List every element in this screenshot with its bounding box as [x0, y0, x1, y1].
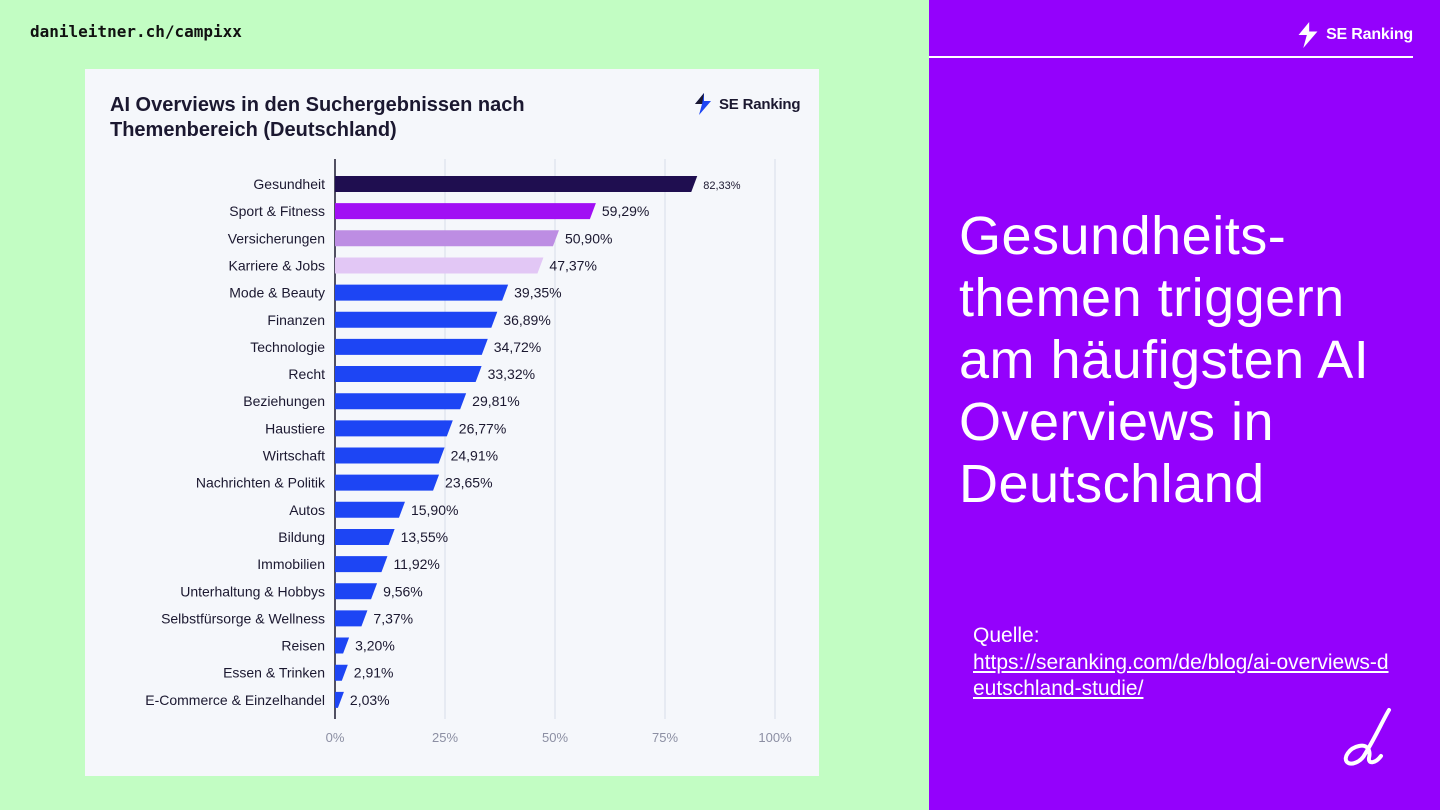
- bar: [335, 203, 596, 220]
- value-label: 9,56%: [383, 583, 423, 599]
- value-label: 3,20%: [355, 638, 395, 654]
- category-label: Reisen: [281, 638, 325, 654]
- source-label: Quelle:: [973, 624, 1040, 647]
- bar: [335, 284, 509, 301]
- site-url: danileitner.ch/campixx: [30, 22, 242, 41]
- category-label: Beziehungen: [243, 393, 325, 409]
- chart-title: AI Overviews in den Suchergebnissen nach…: [110, 94, 525, 141]
- bar: [335, 583, 378, 600]
- bar: [335, 311, 498, 328]
- panel-logo-text: SE Ranking: [1326, 26, 1413, 43]
- category-label: Bildung: [278, 529, 325, 545]
- category-label: Haustiere: [265, 420, 325, 436]
- bar: [335, 420, 453, 437]
- se-ranking-logo-icon: [695, 93, 711, 115]
- value-label: 82,33%: [703, 180, 741, 192]
- panel-logo: SE Ranking: [1296, 22, 1413, 48]
- x-tick-label: 100%: [758, 730, 792, 745]
- bar: [335, 637, 350, 654]
- bar-chart: 0% 25% 50% 75% 100% Gesundheit 82,33% Sport & F…: [145, 159, 792, 745]
- value-label: 15,90%: [411, 502, 458, 518]
- category-label: Karriere & Jobs: [229, 257, 325, 273]
- value-label: 39,35%: [514, 285, 561, 301]
- category-label: Finanzen: [267, 312, 325, 328]
- category-label: Selbstfürsorge & Wellness: [161, 610, 325, 626]
- category-label: Mode & Beauty: [229, 285, 325, 301]
- chart-card: AI Overviews in den Suchergebnissen nach…: [85, 69, 819, 776]
- value-label: 33,32%: [488, 366, 535, 382]
- category-label: Technologie: [250, 339, 325, 355]
- bar: [335, 366, 482, 383]
- bar: [335, 664, 348, 681]
- category-label: Wirtschaft: [263, 448, 325, 464]
- category-label: Nachrichten & Politik: [196, 475, 326, 491]
- value-label: 34,72%: [494, 339, 541, 355]
- source-link[interactable]: https://seranking.com/de/blog/ai-overvie…: [973, 651, 1389, 700]
- value-label: 11,92%: [393, 556, 439, 572]
- bar: [335, 474, 440, 491]
- se-ranking-logo-icon: [1298, 22, 1318, 48]
- bar: [335, 610, 368, 627]
- card-logo: SE Ranking: [693, 93, 801, 115]
- category-label: Unterhaltung & Hobbys: [180, 583, 325, 599]
- x-tick-label: 0%: [326, 730, 345, 745]
- value-label: 23,65%: [445, 475, 492, 491]
- bar: [335, 528, 395, 545]
- category-label: Recht: [288, 366, 325, 382]
- value-label: 36,89%: [503, 312, 550, 328]
- value-label: 7,37%: [373, 610, 413, 626]
- bar: [335, 257, 544, 274]
- value-label: 26,77%: [459, 420, 506, 436]
- bar: [335, 447, 445, 464]
- value-label: 2,91%: [354, 665, 394, 681]
- value-label: 2,03%: [350, 692, 390, 708]
- bar: [335, 691, 344, 708]
- value-label: 13,55%: [401, 529, 448, 545]
- category-label: Versicherungen: [228, 230, 325, 246]
- headline: Gesundheits- themen triggern am häufigst…: [959, 206, 1370, 514]
- signature-logo: [1343, 708, 1391, 766]
- value-label: 59,29%: [602, 203, 649, 219]
- category-label: Essen & Trinken: [223, 665, 325, 681]
- value-label: 24,91%: [451, 448, 498, 464]
- category-label: Autos: [289, 502, 325, 518]
- category-label: Gesundheit: [253, 176, 325, 192]
- divider: [929, 56, 1413, 58]
- x-tick-label: 25%: [432, 730, 458, 745]
- bar: [335, 338, 488, 355]
- category-label: Sport & Fitness: [229, 203, 325, 219]
- x-tick-label: 50%: [542, 730, 568, 745]
- bar: [335, 556, 388, 573]
- right-panel: SE Ranking Gesundheits- themen triggern …: [929, 0, 1440, 810]
- bar: [335, 501, 405, 518]
- value-label: 29,81%: [472, 393, 519, 409]
- bar: [335, 393, 467, 410]
- value-label: 50,90%: [565, 230, 612, 246]
- x-tick-label: 75%: [652, 730, 678, 745]
- category-label: Immobilien: [257, 556, 325, 572]
- value-label: 47,37%: [549, 257, 596, 273]
- card-logo-text: SE Ranking: [719, 95, 801, 113]
- bar: [335, 230, 559, 247]
- bar: [335, 176, 698, 192]
- category-label: E-Commerce & Einzelhandel: [145, 692, 325, 708]
